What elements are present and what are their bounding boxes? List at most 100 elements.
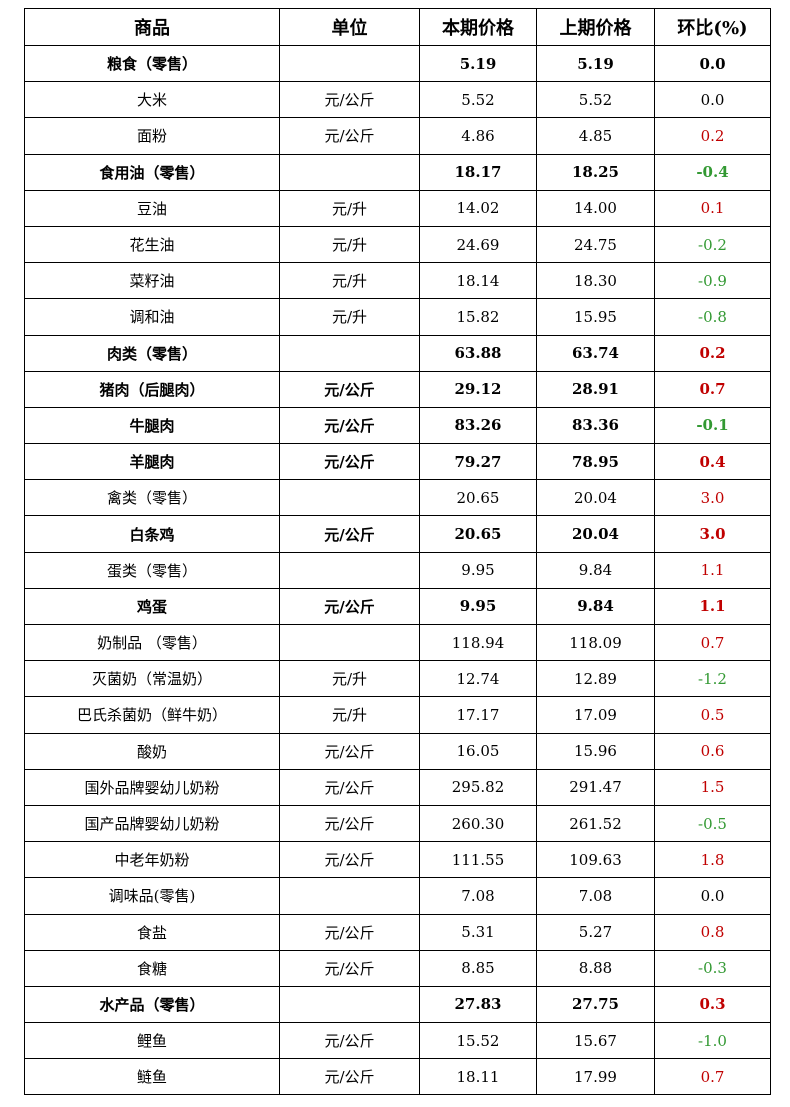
change-percent-cell: 0.6 [654, 732, 771, 770]
table-row: 猪肉（后腿肉） 元/公斤 29.12 28.91 0.7 [24, 370, 771, 408]
current-price-cell: 79.27 [419, 443, 537, 481]
commodity-cell: 巴氏杀菌奶（鲜牛奶） [24, 696, 280, 734]
commodity-cell: 鲢鱼 [24, 1058, 280, 1096]
change-percent-cell: -0.4 [654, 153, 771, 191]
change-percent-cell: 1.1 [654, 587, 771, 626]
current-price-cell: 18.17 [419, 153, 537, 191]
header-row: 商品 单位 本期价格 上期价格 环比(%) [24, 8, 771, 46]
commodity-cell: 调味品(零售) [24, 877, 280, 915]
commodity-cell: 禽类（零售） [24, 479, 280, 517]
current-price-cell: 18.11 [419, 1058, 537, 1096]
table-row: 大米 元/公斤 5.52 5.52 0.0 [24, 81, 771, 119]
previous-price-cell: 27.75 [536, 985, 655, 1024]
previous-price-cell: 5.19 [536, 44, 655, 83]
current-price-cell: 5.19 [419, 44, 537, 83]
change-percent-cell: 0.4 [654, 443, 771, 481]
commodity-cell: 大米 [24, 81, 280, 119]
unit-cell: 元/公斤 [279, 443, 420, 481]
previous-price-cell: 63.74 [536, 334, 655, 372]
previous-price-cell: 5.52 [536, 81, 655, 119]
change-percent-cell: -1.0 [654, 1022, 771, 1060]
table-row: 面粉 元/公斤 4.86 4.85 0.2 [24, 117, 771, 155]
header-current-price: 本期价格 [419, 8, 537, 46]
current-price-cell: 20.65 [419, 479, 537, 517]
table-body: 粮食（零售） 5.19 5.19 0.0 大米 元/公斤 5.52 5.52 0.0 面粉 元/公斤… [24, 44, 771, 1096]
unit-cell [279, 153, 420, 191]
commodity-cell: 白条鸡 [24, 515, 280, 553]
previous-price-cell: 17.99 [536, 1058, 655, 1096]
table-row: 调和油 元/升 15.82 15.95 -0.8 [24, 298, 771, 336]
current-price-cell: 27.83 [419, 985, 537, 1024]
unit-cell [279, 877, 420, 915]
table-row: 食糖 元/公斤 8.85 8.88 -0.3 [24, 949, 771, 987]
previous-price-cell: 9.84 [536, 587, 655, 626]
table-row: 食用油（零售） 18.17 18.25 -0.4 [24, 153, 771, 191]
commodity-cell: 菜籽油 [24, 262, 280, 300]
current-price-cell: 83.26 [419, 406, 537, 445]
commodity-cell: 豆油 [24, 189, 280, 227]
current-price-cell: 14.02 [419, 189, 537, 227]
change-percent-cell: 1.1 [654, 551, 771, 589]
change-percent-cell: 0.2 [654, 117, 771, 155]
table-row: 巴氏杀菌奶（鲜牛奶） 元/升 17.17 17.09 0.5 [24, 696, 771, 734]
unit-cell: 元/公斤 [279, 370, 420, 408]
change-percent-cell: -0.9 [654, 262, 771, 300]
change-percent-cell: -0.5 [654, 804, 771, 843]
table-row: 蛋类（零售） 9.95 9.84 1.1 [24, 551, 771, 589]
table-row: 肉类（零售） 63.88 63.74 0.2 [24, 334, 771, 372]
unit-cell: 元/升 [279, 189, 420, 227]
change-percent-cell: -0.2 [654, 225, 771, 264]
current-price-cell: 15.82 [419, 298, 537, 336]
table-header: 商品 单位 本期价格 上期价格 环比(%) [24, 8, 771, 46]
commodity-cell: 国产品牌婴幼儿奶粉 [24, 804, 280, 843]
commodity-cell: 水产品（零售） [24, 985, 280, 1024]
commodity-cell: 鲤鱼 [24, 1022, 280, 1060]
previous-price-cell: 12.89 [536, 660, 655, 698]
current-price-cell: 15.52 [419, 1022, 537, 1060]
header-unit: 单位 [279, 8, 420, 46]
change-percent-cell: 0.7 [654, 623, 771, 662]
header-change-percent: 环比(%) [654, 8, 771, 46]
commodity-cell: 肉类（零售） [24, 334, 280, 372]
commodity-cell: 食糖 [24, 949, 280, 987]
current-price-cell: 18.14 [419, 262, 537, 300]
unit-cell: 元/公斤 [279, 768, 420, 806]
current-price-cell: 7.08 [419, 877, 537, 915]
previous-price-cell: 291.47 [536, 768, 655, 806]
current-price-cell: 5.52 [419, 81, 537, 119]
table-row: 灭菌奶（常温奶） 元/升 12.74 12.89 -1.2 [24, 660, 771, 698]
change-percent-cell: 0.8 [654, 913, 771, 951]
unit-cell [279, 334, 420, 372]
unit-cell: 元/公斤 [279, 515, 420, 553]
current-price-cell: 295.82 [419, 768, 537, 806]
previous-price-cell: 14.00 [536, 189, 655, 227]
unit-cell [279, 985, 420, 1024]
previous-price-cell: 78.95 [536, 443, 655, 481]
change-percent-cell: 1.5 [654, 768, 771, 806]
previous-price-cell: 18.30 [536, 262, 655, 300]
table-row: 菜籽油 元/升 18.14 18.30 -0.9 [24, 262, 771, 300]
change-percent-cell: -0.1 [654, 406, 771, 445]
commodity-cell: 调和油 [24, 298, 280, 336]
current-price-cell: 260.30 [419, 804, 537, 843]
commodity-cell: 酸奶 [24, 732, 280, 770]
previous-price-cell: 17.09 [536, 696, 655, 734]
commodity-cell: 花生油 [24, 225, 280, 264]
table-row: 鲤鱼 元/公斤 15.52 15.67 -1.0 [24, 1022, 771, 1060]
previous-price-cell: 118.09 [536, 623, 655, 662]
current-price-cell: 111.55 [419, 841, 537, 879]
unit-cell: 元/升 [279, 298, 420, 336]
previous-price-cell: 28.91 [536, 370, 655, 408]
change-percent-cell: 0.5 [654, 696, 771, 734]
unit-cell: 元/公斤 [279, 804, 420, 843]
unit-cell: 元/公斤 [279, 1022, 420, 1060]
commodity-cell: 奶制品 （零售） [24, 623, 280, 662]
unit-cell: 元/公斤 [279, 406, 420, 445]
change-percent-cell: -0.8 [654, 298, 771, 336]
header-commodity: 商品 [24, 8, 280, 46]
previous-price-cell: 109.63 [536, 841, 655, 879]
commodity-cell: 牛腿肉 [24, 406, 280, 445]
unit-cell: 元/公斤 [279, 732, 420, 770]
commodity-cell: 猪肉（后腿肉） [24, 370, 280, 408]
change-percent-cell: 3.0 [654, 479, 771, 517]
